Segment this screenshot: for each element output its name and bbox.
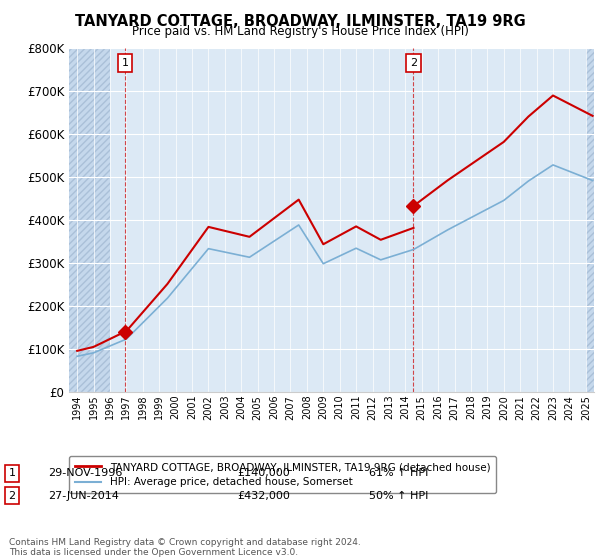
- Text: Price paid vs. HM Land Registry's House Price Index (HPI): Price paid vs. HM Land Registry's House …: [131, 25, 469, 38]
- Text: 2: 2: [8, 491, 16, 501]
- Text: £432,000: £432,000: [237, 491, 290, 501]
- Bar: [69, 48, 110, 392]
- Text: 27-JUN-2014: 27-JUN-2014: [48, 491, 119, 501]
- Text: 1: 1: [8, 468, 16, 478]
- Text: 50% ↑ HPI: 50% ↑ HPI: [369, 491, 428, 501]
- Text: TANYARD COTTAGE, BROADWAY, ILMINSTER, TA19 9RG: TANYARD COTTAGE, BROADWAY, ILMINSTER, TA…: [74, 14, 526, 29]
- Text: 61% ↑ HPI: 61% ↑ HPI: [369, 468, 428, 478]
- Legend: TANYARD COTTAGE, BROADWAY, ILMINSTER, TA19 9RG (detached house), HPI: Average pr: TANYARD COTTAGE, BROADWAY, ILMINSTER, TA…: [69, 456, 496, 493]
- Text: £140,000: £140,000: [237, 468, 290, 478]
- Text: 29-NOV-1996: 29-NOV-1996: [48, 468, 122, 478]
- Text: 1: 1: [121, 58, 128, 68]
- Text: Contains HM Land Registry data © Crown copyright and database right 2024.
This d: Contains HM Land Registry data © Crown c…: [9, 538, 361, 557]
- Bar: [586, 48, 594, 392]
- Text: 2: 2: [410, 58, 417, 68]
